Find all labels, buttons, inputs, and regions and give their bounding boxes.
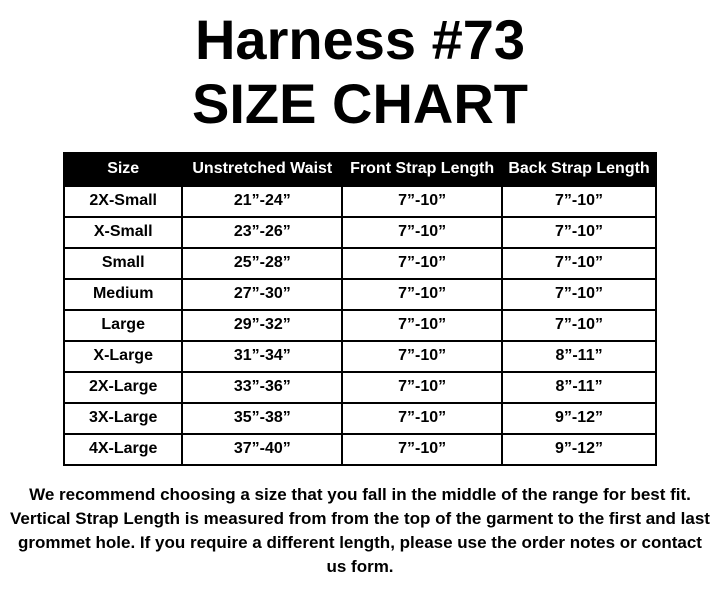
front-strap-length-cell: 7”-10”	[341, 339, 504, 373]
unstretched-waist-cell: 23”-26”	[181, 215, 344, 249]
size-chart-table: Size Unstretched Waist Front Strap Length B…	[62, 151, 657, 466]
unstretched-waist-cell: 21”-24”	[181, 184, 344, 218]
front-strap-length-cell: 7”-10”	[341, 370, 504, 404]
front-strap-length-cell: 7”-10”	[341, 308, 504, 342]
front-strap-length-cell: 7”-10”	[341, 184, 504, 218]
size-cell: X-Large	[62, 339, 184, 373]
header-row: Size Unstretched Waist Front Strap Length B…	[62, 151, 657, 187]
table-row: X-Small 23”-26” 7”-10” 7”-10”	[62, 215, 657, 249]
table-row: Medium 27”-30” 7”-10” 7”-10”	[62, 277, 657, 311]
page-title: Harness #73 SIZE CHART	[0, 0, 720, 136]
unstretched-waist-cell: 25”-28”	[181, 246, 344, 280]
back-strap-length-cell: 7”-10”	[501, 184, 657, 218]
table-row: 4X-Large 37”-40” 7”-10” 9”-12”	[62, 432, 657, 466]
back-strap-length-cell: 7”-10”	[501, 215, 657, 249]
column-header-back-strap-length-cell: Back Strap Length	[501, 151, 657, 187]
back-strap-length-cell: 9”-12”	[501, 432, 657, 466]
page-title-line1: Harness #73	[194, 8, 525, 71]
front-strap-length-cell: 7”-10”	[341, 432, 504, 466]
table-row: Small 25”-28” 7”-10” 7”-10”	[62, 246, 657, 280]
size-chart-header: Size Unstretched Waist Front Strap Length B…	[62, 151, 657, 187]
unstretched-waist-cell: 27”-30”	[181, 277, 344, 311]
front-strap-length-cell: 7”-10”	[341, 401, 504, 435]
front-strap-length-cell: 7”-10”	[341, 215, 504, 249]
size-cell: X-Small	[62, 215, 184, 249]
size-cell: Large	[62, 308, 184, 342]
column-header-size-cell: Size	[62, 151, 184, 187]
back-strap-length-cell: 9”-12”	[501, 401, 657, 435]
back-strap-length-cell: 7”-10”	[501, 308, 657, 342]
unstretched-waist-cell: 37”-40”	[181, 432, 344, 466]
back-strap-length-cell: 8”-11”	[501, 339, 657, 373]
column-header-front-strap-length-cell: Front Strap Length	[341, 151, 504, 187]
table-row: X-Large 31”-34” 7”-10” 8”-11”	[62, 339, 657, 373]
size-cell: Medium	[62, 277, 184, 311]
table-row: Large 29”-32” 7”-10” 7”-10”	[62, 308, 657, 342]
size-chart-body: 2X-Small 21”-24” 7”-10” 7”-10” X-Small 23”-26…	[62, 184, 657, 466]
size-cell: 3X-Large	[62, 401, 184, 435]
size-cell: Small	[62, 246, 184, 280]
size-cell: 4X-Large	[62, 432, 184, 466]
sizing-footnote: We recommend choosing a size that you fa…	[10, 484, 710, 577]
page-title-line2: SIZE CHART	[192, 71, 528, 135]
table-row: 3X-Large 35”-38” 7”-10” 9”-12”	[62, 401, 657, 435]
size-cell: 2X-Large	[62, 370, 184, 404]
back-strap-length-cell: 8”-11”	[501, 370, 657, 404]
unstretched-waist-cell: 31”-34”	[181, 339, 344, 373]
table-row: 2X-Small 21”-24” 7”-10” 7”-10”	[62, 184, 657, 218]
unstretched-waist-cell: 29”-32”	[181, 308, 344, 342]
back-strap-length-cell: 7”-10”	[501, 277, 657, 311]
unstretched-waist-cell: 33”-36”	[181, 370, 344, 404]
front-strap-length-cell: 7”-10”	[341, 246, 504, 280]
table-row: 2X-Large 33”-36” 7”-10” 8”-11”	[62, 370, 657, 404]
column-header-unstretched-waist-cell: Unstretched Waist	[181, 151, 344, 187]
size-cell: 2X-Small	[62, 184, 184, 218]
front-strap-length-cell: 7”-10”	[341, 277, 504, 311]
back-strap-length-cell: 7”-10”	[501, 246, 657, 280]
unstretched-waist-cell: 35”-38”	[181, 401, 344, 435]
